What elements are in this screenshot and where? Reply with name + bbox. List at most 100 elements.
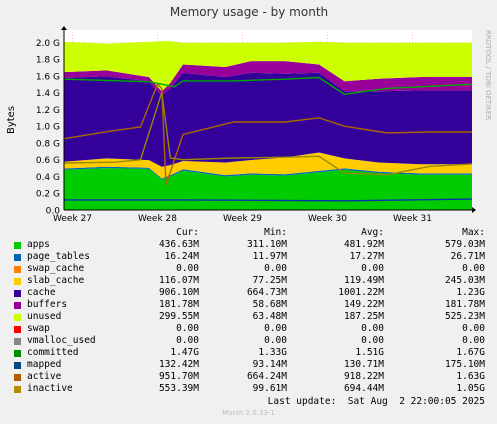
legend-row-inactive: inactive 553.39M 99.61M 694.44M 1.05G: [0, 383, 497, 395]
legend-header-max: Max:: [462, 227, 485, 238]
legend-name: swap_cache: [27, 263, 85, 274]
y-tick-label: 1.4 G: [36, 89, 60, 99]
legend-max: 245.03M: [444, 275, 485, 286]
legend-avg: 1.51G: [355, 347, 384, 358]
legend-min: 664.24M: [246, 371, 287, 382]
y-axis-label: Bytes: [6, 106, 17, 134]
y-tick-label: 1.2 G: [36, 106, 60, 116]
legend-min: 0.00: [264, 335, 287, 346]
legend-swatch: [14, 314, 21, 321]
legend-max: 26.71M: [450, 251, 485, 262]
legend-max: 1.23G: [456, 287, 485, 298]
legend-name: vmalloc_used: [27, 335, 96, 346]
legend-name: active: [27, 371, 62, 382]
legend-cur: 16.24M: [164, 251, 199, 262]
x-tick-label: Week 27: [53, 214, 92, 224]
legend-avg: 0.00: [361, 263, 384, 274]
legend-name: inactive: [27, 383, 73, 394]
y-tick-label: 0.4 G: [36, 173, 60, 183]
legend-name: swap: [27, 323, 50, 334]
axes: [61, 26, 476, 213]
legend-avg: 481.92M: [343, 239, 384, 250]
chart-title: Memory usage - by month: [170, 5, 328, 19]
legend-avg: 918.22M: [343, 371, 384, 382]
legend-avg: 0.00: [361, 323, 384, 334]
y-tick-label: 0.2 G: [36, 190, 60, 200]
x-tick-label: Week 29: [223, 214, 262, 224]
legend-max: 1.63G: [456, 371, 485, 382]
legend-cur: 116.07M: [158, 275, 199, 286]
y-ticks: 0.0 0.2 G 0.4 G 0.6 G 0.8 G 1.0 G 1.2 G 1.4 G 1.…: [36, 39, 60, 217]
legend-cur: 0.00: [176, 335, 199, 346]
legend-min: 1.33G: [258, 347, 287, 358]
legend-min: 664.73M: [246, 287, 287, 298]
y-tick-label: 0.8 G: [36, 139, 60, 149]
last-update: Last update: Sat Aug 2 22:00:05 2025: [267, 396, 485, 407]
legend-avg: 149.22M: [343, 299, 384, 310]
legend-cur: 132.42M: [158, 359, 199, 370]
area-unused: [64, 41, 472, 92]
area-page_tables: [64, 166, 472, 180]
y-tick-label: 0.6 G: [36, 156, 60, 166]
legend-cur: 181.78M: [158, 299, 199, 310]
legend-min: 63.48M: [252, 311, 287, 322]
legend-max: 0.00: [462, 335, 485, 346]
legend-swatch: [14, 362, 21, 369]
line-mapped: [64, 198, 473, 202]
x-tick-label: Week 31: [393, 214, 432, 224]
legend-row-cache: cache 906.10M 664.73M 1001.22M 1.23G: [0, 287, 497, 299]
legend-cur: 951.70M: [158, 371, 199, 382]
legend-swatch: [14, 350, 21, 357]
legend-row-apps: apps 436.63M 311.10M 481.92M 579.03M: [0, 239, 497, 251]
legend-name: buffers: [27, 299, 68, 310]
legend-avg: 119.49M: [343, 275, 384, 286]
legend-swatch: [14, 326, 21, 333]
legend-max: 579.03M: [444, 239, 485, 250]
area-cache: [64, 72, 472, 167]
legend-header: Cur: Min: Avg: Max:: [0, 227, 497, 239]
legend-swatch: [14, 290, 21, 297]
legend-header-cur: Cur:: [176, 227, 199, 238]
legend-name: committed: [27, 347, 79, 358]
legend-cur: 0.00: [176, 323, 199, 334]
legend-row-slab_cache: slab_cache 116.07M 77.25M 119.49M 245.03M: [0, 275, 497, 287]
area-buffers: [64, 61, 472, 96]
y-tick-label: 1.0 G: [36, 123, 60, 133]
series-lines: [63, 76, 473, 202]
legend-swatch: [14, 302, 21, 309]
x-ticks: Week 27 Week 28 Week 29 Week 30 Week 31: [53, 214, 432, 224]
legend-cur: 553.39M: [158, 383, 199, 394]
y-tick-label: 1.6 G: [36, 72, 60, 82]
legend-cur: 906.10M: [158, 287, 199, 298]
legend-cur: 0.00: [176, 263, 199, 274]
side-label: RRDTOOL / TOBI OETIKER: [484, 30, 492, 120]
legend-swatch: [14, 266, 21, 273]
legend-min: 11.97M: [252, 251, 287, 262]
y-tick-label: 1.8 G: [36, 56, 60, 66]
legend-min: 99.61M: [252, 383, 287, 394]
legend-row-swap: swap 0.00 0.00 0.00 0.00: [0, 323, 497, 335]
legend-name: cache: [27, 287, 56, 298]
line-inactive: [63, 92, 473, 176]
legend-avg: 17.27M: [349, 251, 384, 262]
legend-name: page_tables: [27, 251, 90, 262]
legend-row-unused: unused 299.55M 63.48M 187.25M 525.23M: [0, 311, 497, 323]
legend-cur: 299.55M: [158, 311, 199, 322]
y-tick-label: 2.0 G: [36, 39, 60, 49]
stack-areas: [64, 41, 472, 210]
legend-avg: 694.44M: [343, 383, 384, 394]
legend: Cur: Min: Avg: Max: apps 436.63M 311.10M 48…: [0, 227, 497, 395]
legend-name: unused: [27, 311, 62, 322]
legend-max: 181.78M: [444, 299, 485, 310]
legend-avg: 1001.22M: [338, 287, 384, 298]
legend-avg: 0.00: [361, 335, 384, 346]
legend-min: 0.00: [264, 323, 287, 334]
line-active: [63, 82, 472, 186]
legend-swatch: [14, 254, 21, 261]
legend-avg: 130.71M: [343, 359, 384, 370]
legend-cur: 436.63M: [158, 239, 199, 250]
legend-min: 93.14M: [252, 359, 287, 370]
legend-swatch: [14, 242, 21, 249]
legend-row-active: active 951.70M 664.24M 918.22M 1.63G: [0, 371, 497, 383]
legend-row-buffers: buffers 181.78M 58.68M 149.22M 181.78M: [0, 299, 497, 311]
